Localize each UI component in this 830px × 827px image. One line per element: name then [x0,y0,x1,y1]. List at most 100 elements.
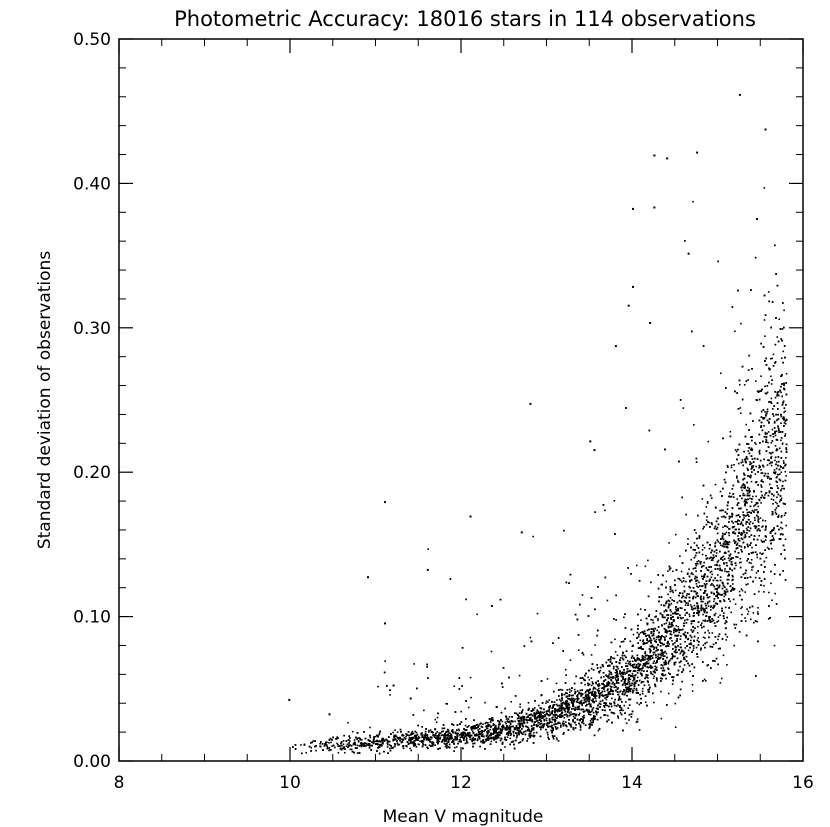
data-point [711,573,713,576]
data-point [657,619,659,622]
data-point [614,671,617,674]
data-point [481,741,484,744]
data-point [747,613,749,615]
data-point [672,591,674,594]
data-point [750,618,752,621]
data-point [738,590,741,593]
data-point [705,519,708,521]
data-point [598,682,600,685]
data-point [411,730,414,733]
data-point [726,636,729,638]
data-point [724,568,726,570]
data-point [601,687,603,689]
data-point [590,699,593,702]
data-point [536,612,539,615]
data-point [708,521,710,524]
data-point [753,517,756,519]
data-point [745,423,747,426]
data-point [744,617,746,619]
data-point [652,634,655,637]
data-point [757,521,760,523]
data-point [772,436,775,438]
data-point [354,744,357,746]
data-point [593,700,596,703]
data-point [770,455,773,458]
data-point [491,717,494,719]
data-point [468,725,470,727]
data-point [490,650,493,653]
data-point [750,558,753,561]
data-point [754,509,756,511]
data-point [492,724,494,727]
data-point [719,682,722,684]
data-point [673,612,676,615]
data-point [714,483,717,486]
data-point [560,724,562,726]
data-point [547,733,549,736]
data-point [736,498,738,500]
data-point [590,654,593,656]
data-point [648,613,651,616]
data-point [765,556,768,559]
data-point [754,481,757,484]
data-point [675,608,677,610]
data-point [622,709,624,712]
data-point [700,649,702,651]
data-point [740,561,742,564]
data-point [603,675,605,678]
data-point [724,594,727,596]
data-point [617,678,619,680]
data-point [712,554,715,556]
data-point [603,688,605,690]
data-point [394,738,396,740]
data-point [460,710,462,713]
data-point [781,357,783,359]
data-point [555,726,557,729]
data-point [315,749,317,752]
data-point [683,664,686,666]
data-point [493,730,496,732]
data-point [422,740,425,743]
data-point [644,664,647,666]
data-point [710,609,712,611]
data-point [680,635,682,637]
data-point [441,734,444,736]
data-point [742,483,745,485]
data-point [732,557,734,559]
data-point [776,336,779,338]
data-point [484,722,487,725]
data-point [684,658,686,661]
data-point [704,637,706,639]
data-point [630,688,633,690]
data-point [587,713,590,715]
data-point [629,660,631,663]
data-point [668,621,671,624]
data-point [782,416,785,418]
data-point [453,685,456,687]
data-point [751,566,753,569]
data-point [539,723,541,726]
data-point [758,534,760,537]
data-point [696,605,698,607]
data-point [305,751,307,754]
data-point [770,400,772,403]
data-point [747,518,750,521]
data-point [716,587,718,590]
data-point [342,743,345,746]
data-point [561,706,563,708]
data-point [760,539,763,542]
data-point [499,728,502,730]
data-point [403,737,406,739]
data-point [741,489,743,492]
data-point [609,671,611,674]
data-point [644,656,646,659]
data-point [741,459,744,461]
data-point [766,408,769,411]
data-point [614,638,616,641]
data-point [697,586,700,588]
data-point [396,742,399,744]
data-point [420,732,422,735]
data-point [573,717,576,719]
data-point [714,542,717,545]
data-point [576,708,578,711]
